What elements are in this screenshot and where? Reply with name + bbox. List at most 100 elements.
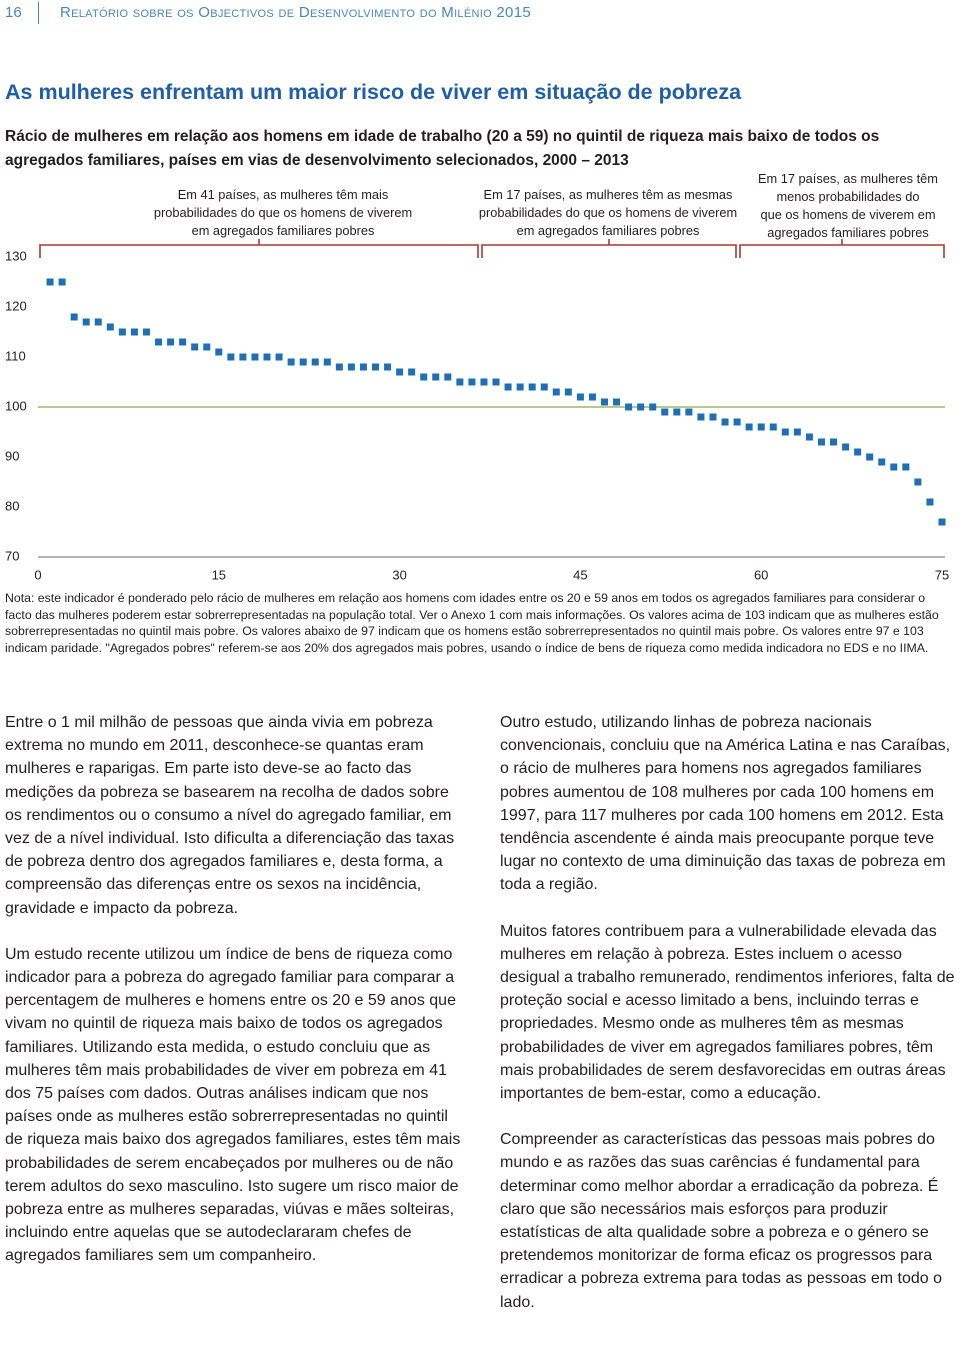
data-point [564,388,572,396]
y-tick-label: 130 [5,248,27,263]
annotation-line: Em 17 países, as mulheres têm [758,171,938,186]
data-point [82,318,90,326]
data-point [323,358,331,366]
data-point [926,498,934,506]
x-tick-label: 60 [754,567,768,582]
data-point [299,358,307,366]
header-divider [38,2,39,24]
data-point [757,423,765,431]
data-point [251,353,259,361]
data-point [263,353,271,361]
annotation: Em 17 países, as mulheres têm as mesmas p… [468,186,748,240]
data-point [408,368,416,376]
data-point [215,348,223,356]
data-point [817,438,825,446]
data-point [456,378,464,386]
data-point [155,338,163,346]
data-point [167,338,175,346]
bracket [739,239,945,258]
chart-title: Rácio de mulheres em relação aos homens … [5,128,880,169]
body-column: Entre o 1 mil milhão de pessoas que aind… [5,711,467,1291]
data-point [275,353,283,361]
data-point [914,478,922,486]
data-point [432,373,440,381]
x-tick-label: 0 [34,567,41,582]
bracket [481,239,737,258]
annotation-line: probabilidades do que os homens de viver… [478,205,738,220]
y-tick-label: 110 [5,348,26,363]
y-tick-label: 90 [5,448,19,463]
data-point [890,463,898,471]
data-point [769,423,777,431]
x-tick-label: 30 [392,567,406,582]
data-point [721,418,729,426]
data-point [805,433,813,441]
annotation-line: Em 17 países, as mulheres têm as mesmas [483,187,733,202]
annotation-line: em agregados familiares pobres [191,223,375,238]
data-point [793,428,801,436]
data-point [130,328,138,336]
data-point [516,383,524,391]
data-point [625,403,633,411]
paragraph: Muitos fatores contribuem para a vulnera… [500,922,955,1103]
bracket [39,239,479,258]
chart: 70 80 90 100 110 120 130 0 15 30 45 60 75 [5,239,949,582]
data-point [58,278,66,286]
data-point [396,368,404,376]
data-point [118,328,126,336]
data-point [745,423,753,431]
data-point [335,363,343,371]
data-point [94,318,102,326]
data-point [371,363,379,371]
y-tick-label: 100 [5,398,27,413]
data-point [528,383,536,391]
data-point [227,353,235,361]
data-point [866,453,874,461]
x-tick-label: 15 [212,567,226,582]
data-point [70,313,78,321]
section-title: As mulheres enfrentam um maior risco de … [5,80,742,104]
data-point [637,403,645,411]
data-point [588,393,596,401]
data-point [854,448,862,456]
data-point [878,458,886,466]
data-point [106,323,114,331]
data-point [384,363,392,371]
y-tick-label: 80 [5,498,19,513]
data-point [613,398,621,406]
data-point [504,383,512,391]
annotation-line: em agregados familiares pobres [516,223,700,238]
data-point [902,463,910,471]
data-point [709,413,717,421]
annotation: Em 17 países, as mulheres têm menos proba… [708,170,960,242]
data-point [203,343,211,351]
chart-note: Nota: este indicador é ponderado pelo rá… [5,591,939,655]
paragraph: Entre o 1 mil milhão de pessoas que aind… [5,714,455,917]
data-point [540,383,548,391]
annotation: Em 41 países, as mulheres têm mais probab… [143,186,423,240]
data-point [830,438,838,446]
data-point [480,378,488,386]
annotation-line: agregados familiares pobres [767,225,929,240]
data-point [468,378,476,386]
paragraph: Compreender as características das pesso… [500,1131,943,1311]
x-tick-label: 75 [935,567,949,582]
data-point [347,363,355,371]
data-point [239,353,247,361]
data-point [673,408,681,416]
data-point [842,443,850,451]
annotation-line: probabilidades do que os homens de viver… [153,205,413,220]
y-tick-label: 70 [5,548,19,563]
data-point [781,428,789,436]
data-point [46,278,54,286]
data-point [649,403,657,411]
running-title: Relatório sobre os Objectivos de Desenvo… [60,4,531,21]
annotation-line: Em 41 países, as mulheres têm mais [177,187,389,202]
data-point [420,373,428,381]
data-point [601,398,609,406]
data-point [733,418,741,426]
paragraph: Um estudo recente utilizou um índice de … [5,945,461,1265]
data-point [444,373,452,381]
annotation-line: menos probabilidades do [776,189,920,204]
